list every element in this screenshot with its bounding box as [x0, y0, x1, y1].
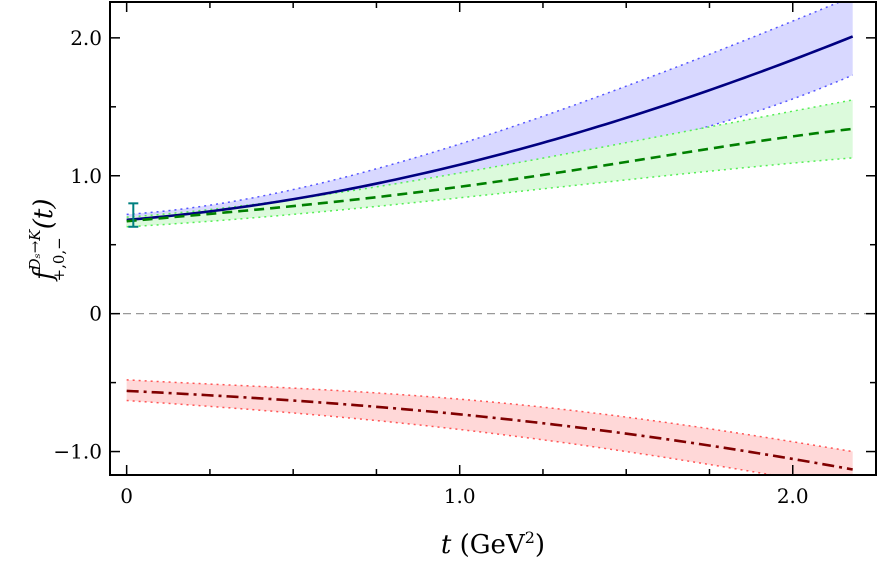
series-line-0: [126, 35, 854, 222]
band-upper-edge-0: [126, 2, 842, 216]
series-lines: [110, 35, 876, 471]
y-tick-label: 2.0: [70, 26, 102, 50]
svg-text:fDₛ→K+,0,−(t): fDₛ→K +,0,−(t): [26, 199, 68, 282]
x-tick-label: 1.0: [444, 484, 476, 508]
axes: [109, 1, 877, 476]
tick-labels: 0 1.0 2.0 −1.0 0 1.0 2.0: [53, 26, 808, 508]
band-lower-edge-1: [126, 157, 853, 228]
x-axis-label: t (GeV2): [441, 528, 545, 560]
band-lower-edge-2: [126, 399, 778, 475]
y-tick-label: 0: [89, 302, 102, 326]
band-2: [126, 379, 853, 475]
y-axis-label: fDₛ→K +,0,−(t): [26, 199, 68, 282]
series-line-2: [126, 389, 853, 471]
y-tick-label: −1.0: [53, 440, 102, 464]
x-tick-label: 0: [120, 484, 133, 508]
series-line-1: [126, 127, 853, 223]
x-tick-label: 2.0: [777, 484, 809, 508]
plot-frame: [109, 1, 877, 476]
y-tick-label: 1.0: [70, 164, 102, 188]
uncertainty-bands: [126, 2, 853, 475]
band-upper-edge-2: [126, 379, 853, 453]
band-0: [126, 2, 853, 226]
